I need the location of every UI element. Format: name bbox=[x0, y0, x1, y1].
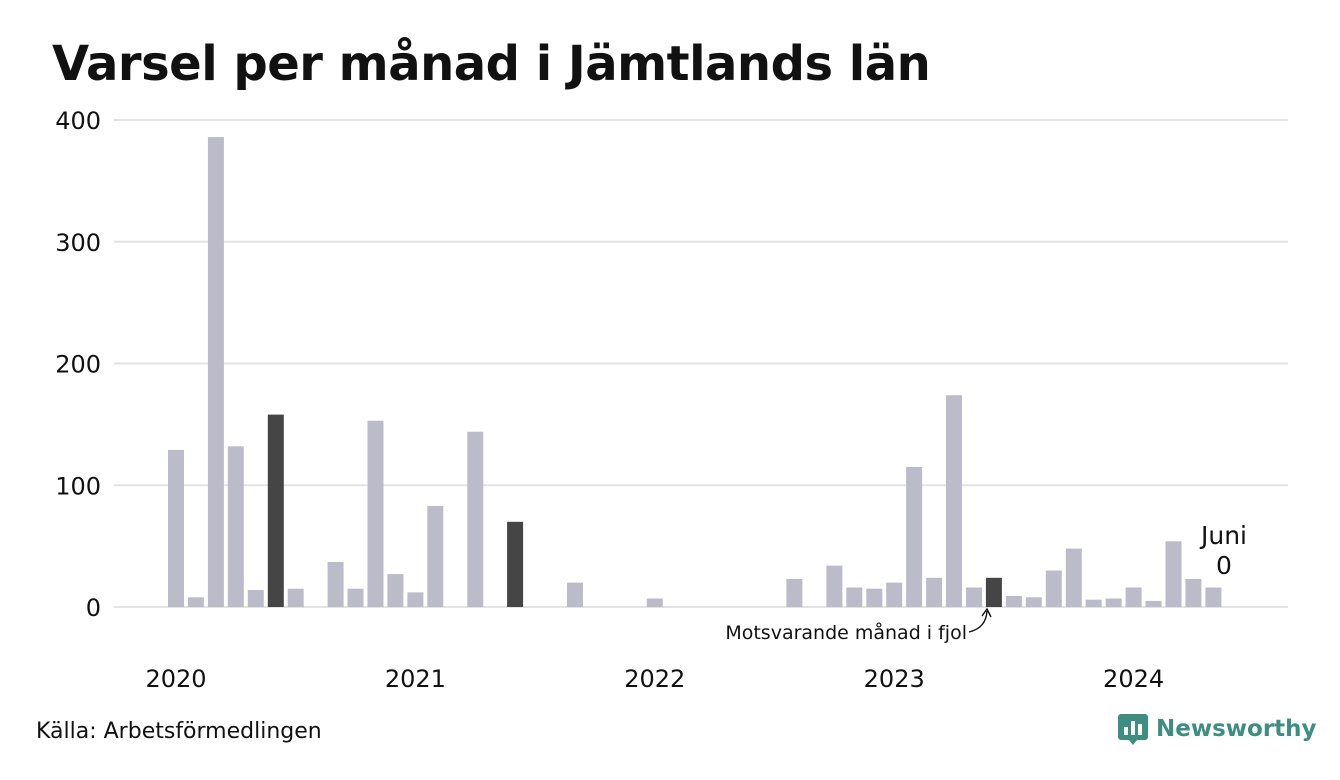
y-tick-label: 0 bbox=[86, 594, 101, 622]
previous-year-arrowhead bbox=[981, 607, 992, 618]
bar-highlighted bbox=[267, 414, 284, 607]
x-tick-label: 2023 bbox=[864, 665, 925, 693]
bar bbox=[1045, 570, 1062, 607]
previous-year-arrow bbox=[968, 610, 988, 633]
bar bbox=[247, 590, 264, 607]
bar bbox=[387, 574, 404, 607]
brand-name: Newsworthy bbox=[1156, 716, 1317, 742]
previous-year-label: Motsvarande månad i fjol bbox=[725, 621, 967, 644]
source-note: Källa: Arbetsförmedlingen bbox=[36, 719, 322, 744]
bar bbox=[966, 587, 982, 607]
bar bbox=[1145, 600, 1162, 607]
bars bbox=[168, 137, 1222, 607]
bar bbox=[1005, 596, 1022, 607]
chart-title: Varsel per månad i Jämtlands län bbox=[52, 36, 931, 92]
y-tick-label: 300 bbox=[55, 229, 101, 257]
x-tick-label: 2022 bbox=[624, 665, 685, 693]
bar bbox=[227, 446, 244, 607]
x-axis: 2020 2021 2022 2023 2024 bbox=[145, 665, 1164, 693]
x-tick-label: 2021 bbox=[385, 665, 446, 693]
y-axis: 0 100 200 300 400 bbox=[55, 107, 101, 622]
bar bbox=[886, 582, 903, 607]
bar bbox=[1165, 541, 1182, 607]
bar-chart: 0 100 200 300 400 2020 2021 2022 2023 2024 Juni … bbox=[55, 107, 1288, 693]
bar bbox=[1025, 597, 1042, 607]
bar bbox=[1125, 587, 1142, 607]
x-tick-label: 2020 bbox=[145, 665, 206, 693]
bar bbox=[1205, 587, 1222, 607]
bar bbox=[187, 597, 204, 607]
bar bbox=[287, 588, 304, 607]
bar bbox=[1105, 598, 1122, 607]
x-tick-label: 2024 bbox=[1103, 665, 1164, 693]
bar bbox=[327, 562, 344, 607]
bar-highlighted bbox=[507, 521, 524, 607]
bar bbox=[168, 449, 184, 607]
current-value-label: 0 bbox=[1216, 551, 1232, 580]
bar bbox=[946, 395, 962, 607]
grid-lines bbox=[114, 119, 1288, 608]
current-month-label: Juni bbox=[1199, 521, 1247, 550]
bar bbox=[207, 137, 224, 607]
bar bbox=[906, 467, 923, 607]
bar-highlighted bbox=[985, 577, 1002, 607]
bar bbox=[846, 587, 863, 607]
bar bbox=[427, 505, 444, 607]
newsworthy-logo-icon bbox=[1118, 714, 1148, 745]
bar bbox=[786, 579, 803, 607]
y-tick-label: 200 bbox=[55, 351, 101, 379]
y-tick-label: 400 bbox=[55, 107, 101, 135]
bar bbox=[926, 577, 943, 607]
bar bbox=[866, 588, 883, 607]
brand-logo: Newsworthy bbox=[1118, 712, 1317, 746]
annotations: Juni 0 Motsvarande månad i fjol bbox=[725, 521, 1247, 644]
bar bbox=[646, 598, 663, 607]
y-tick-label: 100 bbox=[55, 472, 101, 500]
bar bbox=[467, 431, 484, 607]
bar bbox=[567, 582, 583, 607]
bar bbox=[407, 592, 424, 607]
bar bbox=[1185, 579, 1202, 607]
bar bbox=[347, 588, 364, 607]
bar bbox=[1085, 599, 1102, 607]
bar bbox=[826, 565, 843, 607]
bar bbox=[1065, 548, 1082, 607]
bar bbox=[367, 420, 384, 607]
